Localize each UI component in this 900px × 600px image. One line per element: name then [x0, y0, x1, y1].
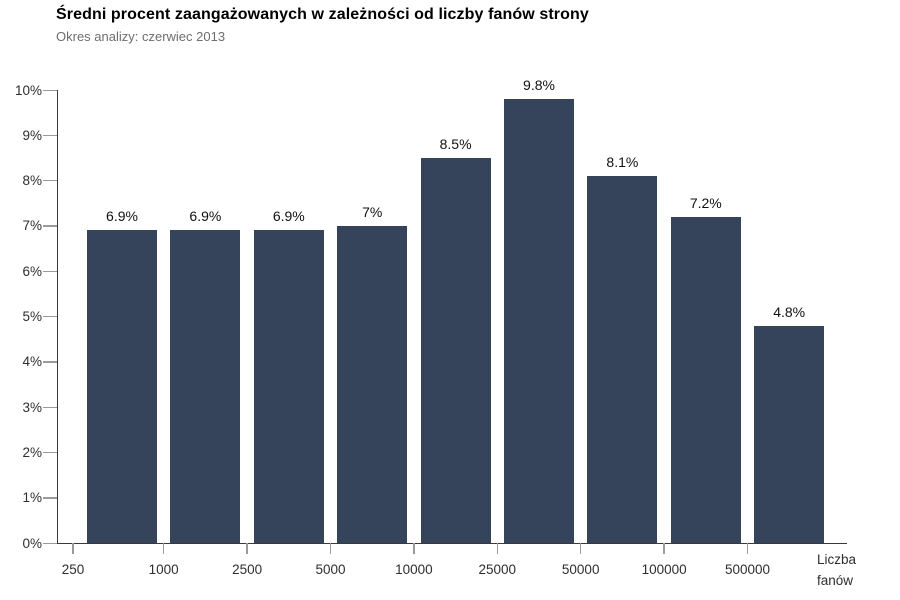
y-tick-label: 1% — [22, 490, 42, 506]
y-tick-label: 4% — [22, 354, 42, 370]
bar — [587, 176, 658, 543]
y-tick — [42, 406, 57, 408]
y-tick — [42, 134, 57, 137]
y-tick — [42, 542, 57, 544]
bar — [504, 99, 574, 543]
x-tick-label: 250 — [61, 562, 85, 577]
chart-subtitle: Okres analizy: czerwiec 2013 — [56, 29, 226, 44]
bar-value-label: 7% — [362, 203, 383, 220]
bar — [170, 230, 241, 543]
y-tick — [42, 89, 57, 91]
y-tick-label: 9% — [22, 127, 42, 143]
x-tick-label: 5000 — [315, 562, 346, 577]
x-tick-label: 50000 — [561, 562, 600, 577]
x-tick — [746, 543, 749, 554]
x-axis-line — [56, 542, 847, 544]
bar — [253, 230, 324, 543]
x-tick — [580, 543, 582, 554]
y-tick-label: 7% — [22, 218, 42, 234]
y-tick-label: 3% — [22, 399, 42, 415]
bar-value-label: 6.9% — [106, 208, 138, 225]
y-tick-label: 8% — [22, 173, 42, 189]
x-tick — [663, 543, 665, 554]
bar-value-label: 8.1% — [606, 154, 639, 171]
bar — [337, 225, 408, 543]
bar-value-label: 8.5% — [439, 135, 472, 152]
y-tick — [42, 180, 57, 182]
x-tick-label: 100000 — [641, 562, 687, 577]
x-tick-label: 2500 — [232, 562, 263, 577]
x-tick — [163, 543, 165, 554]
y-tick-label: 0% — [22, 535, 42, 551]
bar — [670, 216, 741, 543]
bar-value-label: 4.8% — [773, 303, 806, 320]
y-tick-label: 5% — [22, 309, 42, 324]
chart-title: Średni procent zaangażowanych w zależnoś… — [56, 6, 589, 23]
bar-value-label: 9.8% — [523, 77, 555, 94]
x-axis-title-line-2: fanów — [817, 573, 854, 588]
y-tick — [42, 316, 57, 318]
bar-value-label: 6.9% — [272, 208, 305, 225]
y-tick-label: 10% — [14, 82, 42, 98]
x-axis-title: Liczba fanów — [817, 549, 856, 591]
y-tick — [42, 497, 57, 499]
x-tick-label: 1000 — [148, 562, 179, 577]
y-tick — [42, 225, 57, 227]
x-tick-label: 25000 — [478, 562, 517, 577]
x-axis-title-line-1: Liczba — [817, 552, 857, 567]
x-tick — [246, 543, 248, 554]
x-tick — [413, 543, 415, 554]
x-tick-label: 10000 — [395, 562, 433, 577]
bar-value-label: 7.2% — [689, 194, 722, 211]
y-tick-label: 6% — [22, 263, 42, 279]
y-tick — [42, 451, 57, 454]
y-tick — [42, 270, 57, 273]
bar — [420, 157, 491, 543]
bar-value-label: 6.9% — [189, 208, 222, 225]
y-tick-label: 2% — [22, 444, 42, 460]
x-tick — [496, 543, 498, 554]
y-tick — [42, 361, 57, 363]
y-axis-line — [56, 90, 58, 543]
bar — [754, 325, 825, 543]
x-tick — [329, 543, 332, 554]
x-tick — [72, 543, 74, 554]
bar — [87, 230, 157, 543]
x-tick-label: 500000 — [724, 562, 771, 577]
